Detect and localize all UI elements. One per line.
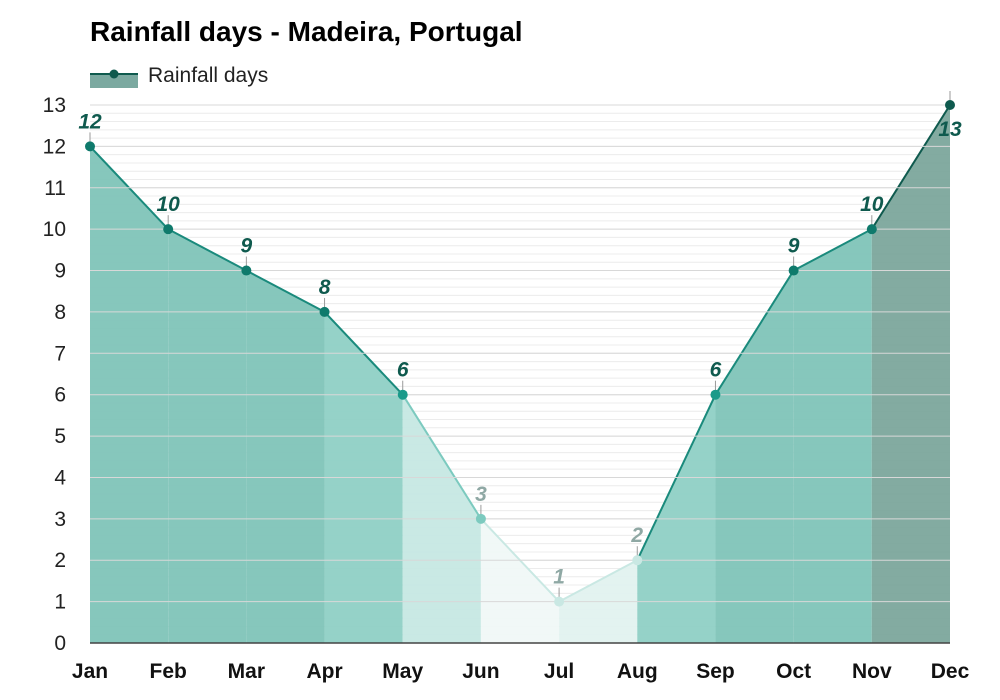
- data-label-apr: 8: [319, 276, 331, 299]
- y-tick-label: 0: [54, 632, 66, 655]
- x-tick-label: Sep: [696, 660, 735, 683]
- x-tick-label: Jul: [544, 660, 574, 683]
- area-segment-oct: [715, 270, 794, 643]
- line-segment: [167, 228, 247, 272]
- line-segment: [401, 394, 482, 520]
- x-tick-label: Dec: [931, 660, 970, 683]
- legend-swatch: [90, 74, 138, 88]
- y-tick-label: 10: [43, 218, 66, 241]
- data-point-feb: [163, 224, 174, 235]
- x-tick-label: Mar: [228, 660, 265, 683]
- data-label-sep: 6: [710, 359, 722, 382]
- data-label-may: 6: [397, 359, 409, 382]
- data-point-may: [397, 389, 408, 400]
- data-label-dec: 13: [938, 118, 962, 141]
- y-tick-label: 6: [54, 384, 66, 407]
- y-tick-label: 13: [43, 94, 66, 117]
- x-tick-label: May: [382, 660, 423, 683]
- data-label-nov: 10: [860, 193, 884, 216]
- legend: Rainfall days: [90, 64, 268, 88]
- x-tick-label: Feb: [150, 660, 187, 683]
- data-label-aug: 2: [630, 524, 643, 547]
- y-tick-label: 12: [43, 135, 66, 158]
- data-point-nov: [866, 224, 877, 235]
- x-tick-label: Aug: [617, 660, 658, 683]
- data-point-jul: [554, 596, 565, 607]
- data-point-dec: [945, 100, 955, 110]
- data-point-apr: [319, 306, 330, 317]
- y-tick-label: 3: [54, 508, 66, 531]
- x-tick-label: Oct: [776, 660, 811, 683]
- y-tick-label: 7: [54, 342, 66, 365]
- line-segment: [714, 270, 795, 396]
- data-label-oct: 9: [788, 235, 800, 258]
- legend-marker: [109, 69, 119, 79]
- line-segment: [870, 104, 951, 230]
- legend-label: Rainfall days: [148, 64, 268, 87]
- y-tick-label: 1: [54, 591, 66, 614]
- area-segment-jul: [480, 518, 560, 643]
- x-axis: Jan Feb Mar Apr May Jun Jul Aug Sep Oct Nov Dec: [72, 660, 970, 683]
- line-segment: [245, 269, 326, 313]
- x-tick-label: Jun: [462, 660, 499, 683]
- x-tick-label: Jan: [72, 660, 108, 683]
- data-label-mar: 9: [241, 235, 253, 258]
- y-tick-label: 11: [44, 177, 66, 200]
- data-label-feb: 10: [157, 193, 181, 216]
- area-segment-apr: [246, 270, 325, 643]
- y-tick-label: 5: [54, 425, 66, 448]
- y-tick-label: 9: [54, 260, 66, 283]
- y-tick-label: 4: [54, 466, 66, 489]
- y-tick-label: 2: [54, 549, 66, 572]
- y-tick-label: 8: [54, 301, 66, 324]
- data-point-jan: [85, 141, 95, 152]
- x-tick-label: Nov: [852, 660, 892, 683]
- data-label-jun: 3: [475, 483, 487, 506]
- x-tick-label: Apr: [306, 660, 342, 683]
- month-bands: [90, 105, 950, 643]
- data-point-oct: [788, 265, 799, 276]
- data-point-sep: [710, 389, 721, 400]
- data-label-jan: 12: [78, 110, 102, 133]
- chart-title: Rainfall days - Madeira, Portugal: [90, 16, 523, 47]
- line-segment: [558, 559, 638, 603]
- data-label-jul: 1: [553, 566, 565, 589]
- data-point-aug: [632, 555, 643, 566]
- data-point-mar: [241, 265, 252, 276]
- data-point-jun: [475, 513, 486, 524]
- area-segment-dec: [871, 105, 950, 643]
- line-segment: [793, 228, 873, 272]
